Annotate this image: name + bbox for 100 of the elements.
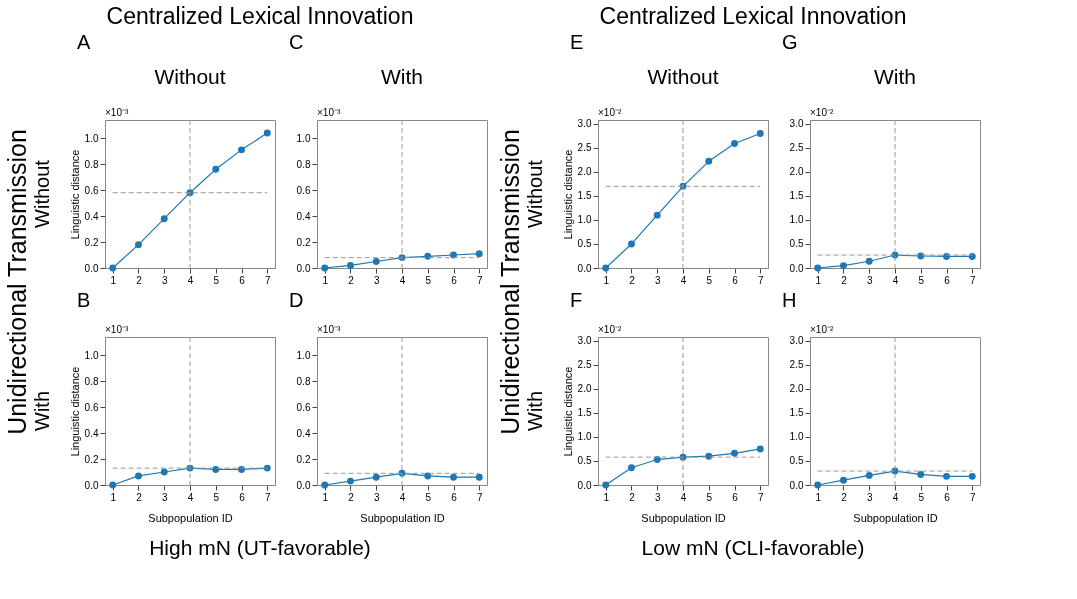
- x-tick-label: 4: [187, 274, 194, 286]
- x-tick-label: 1: [322, 491, 329, 503]
- y-tick-label: 0.4: [296, 210, 311, 222]
- y-tick-label: 3.0: [789, 335, 804, 347]
- x-tick-label: 4: [187, 491, 194, 503]
- x-tick-label: 3: [866, 274, 873, 286]
- x-tick-label: 7: [969, 491, 976, 503]
- text: Without: [154, 65, 226, 88]
- x-axis-title: Subpopulation ID: [360, 511, 445, 524]
- y-tick-label: 0.2: [84, 236, 99, 248]
- x-axis-title: Subpopulation ID: [641, 511, 726, 524]
- y-tick-label: 0.8: [296, 375, 311, 387]
- text: ×10⁻³: [105, 107, 129, 118]
- chart-title: E: [570, 31, 584, 53]
- y-tick-label: 1.0: [577, 431, 592, 443]
- y-tick-label: 2.5: [789, 142, 804, 154]
- x-tick-label: 3: [161, 491, 168, 503]
- x-tick-label: 7: [476, 274, 483, 286]
- y-tick-label: 0.2: [296, 236, 311, 248]
- y-tick-label: 0.4: [84, 210, 99, 222]
- x-tick-label: 6: [944, 274, 951, 286]
- text: ×10⁻³: [317, 324, 341, 335]
- y-tick-label: 0.0: [789, 262, 804, 274]
- text: ×10⁻²: [598, 324, 622, 335]
- text: With: [381, 65, 423, 88]
- text: ×10⁻³: [317, 107, 341, 118]
- y-tick-label: 2.0: [577, 166, 592, 178]
- y-tick-label: 0.0: [577, 262, 592, 274]
- x-tick-label: 3: [161, 274, 168, 286]
- y-tick-label: 0.2: [84, 453, 99, 465]
- y-tick-label: 0.6: [84, 184, 99, 196]
- y-tick-label: 0.0: [84, 479, 99, 491]
- x-tick-label: 2: [136, 274, 143, 286]
- y-tick-label: 1.5: [577, 190, 592, 202]
- y-axis-title: Linguistic distance: [561, 366, 574, 457]
- y-tick-label: 1.0: [296, 349, 311, 361]
- y-tick-label: 0.0: [577, 479, 592, 491]
- x-tick-label: 2: [348, 274, 355, 286]
- y-tick-label: 1.0: [789, 431, 804, 443]
- text: ×10⁻²: [598, 107, 622, 118]
- text: High mN (UT-favorable): [149, 535, 371, 559]
- x-tick-label: 1: [815, 274, 822, 286]
- y-tick-label: 0.6: [84, 401, 99, 413]
- text: Without: [31, 159, 53, 228]
- x-tick-label: 5: [918, 274, 925, 286]
- text: Without: [647, 65, 719, 88]
- x-tick-label: 6: [451, 274, 458, 286]
- y-tick-label: 0.0: [789, 479, 804, 491]
- text: ×10⁻²: [810, 324, 834, 335]
- chart-title: B: [77, 289, 91, 311]
- chart-title: F: [570, 289, 583, 311]
- x-tick-label: 4: [892, 491, 899, 503]
- x-tick-label: 5: [425, 274, 432, 286]
- x-tick-label: 5: [425, 491, 432, 503]
- text: Centralized Lexical Innovation: [599, 2, 907, 29]
- y-tick-label: 0.0: [84, 262, 99, 274]
- chart-title: H: [782, 289, 797, 311]
- x-tick-label: 4: [892, 274, 899, 286]
- y-tick-label: 2.5: [789, 359, 804, 371]
- y-tick-label: 0.4: [84, 427, 99, 439]
- y-tick-label: 2.0: [789, 166, 804, 178]
- y-tick-label: 0.4: [296, 427, 311, 439]
- y-tick-label: 0.8: [84, 158, 99, 170]
- x-tick-label: 3: [373, 274, 380, 286]
- text: ×10⁻²: [810, 107, 834, 118]
- text: Centralized Lexical Innovation: [106, 2, 414, 29]
- y-tick-label: 0.5: [789, 455, 804, 467]
- x-tick-label: 1: [110, 274, 117, 286]
- x-tick-label: 1: [110, 491, 117, 503]
- y-tick-label: 2.5: [577, 142, 592, 154]
- x-tick-label: 2: [841, 274, 848, 286]
- x-tick-label: 6: [732, 491, 739, 503]
- x-tick-label: 7: [757, 274, 764, 286]
- y-axis-title: Linguistic distance: [68, 366, 81, 457]
- y-tick-label: 0.5: [577, 455, 592, 467]
- x-tick-label: 6: [239, 491, 246, 503]
- y-tick-label: 1.0: [84, 349, 99, 361]
- y-axis-title: Linguistic distance: [561, 149, 574, 240]
- x-tick-label: 5: [706, 491, 713, 503]
- x-tick-label: 7: [264, 491, 271, 503]
- y-tick-label: 1.0: [577, 214, 592, 226]
- y-tick-label: 1.0: [296, 132, 311, 144]
- x-tick-label: 3: [654, 491, 661, 503]
- x-tick-label: 2: [629, 491, 636, 503]
- text: Low mN (CLI-favorable): [641, 535, 865, 559]
- text: With: [524, 391, 546, 431]
- y-tick-label: 0.2: [296, 453, 311, 465]
- x-tick-label: 1: [815, 491, 822, 503]
- y-tick-label: 1.0: [84, 132, 99, 144]
- x-tick-label: 6: [732, 274, 739, 286]
- x-tick-label: 1: [322, 274, 329, 286]
- x-tick-label: 2: [629, 274, 636, 286]
- y-tick-label: 3.0: [789, 118, 804, 130]
- chart-title: D: [289, 289, 304, 311]
- x-tick-label: 6: [944, 491, 951, 503]
- x-tick-label: 2: [348, 491, 355, 503]
- y-tick-label: 1.5: [789, 190, 804, 202]
- y-tick-label: 0.5: [789, 238, 804, 250]
- x-tick-label: 5: [706, 274, 713, 286]
- chart-title: G: [782, 31, 798, 53]
